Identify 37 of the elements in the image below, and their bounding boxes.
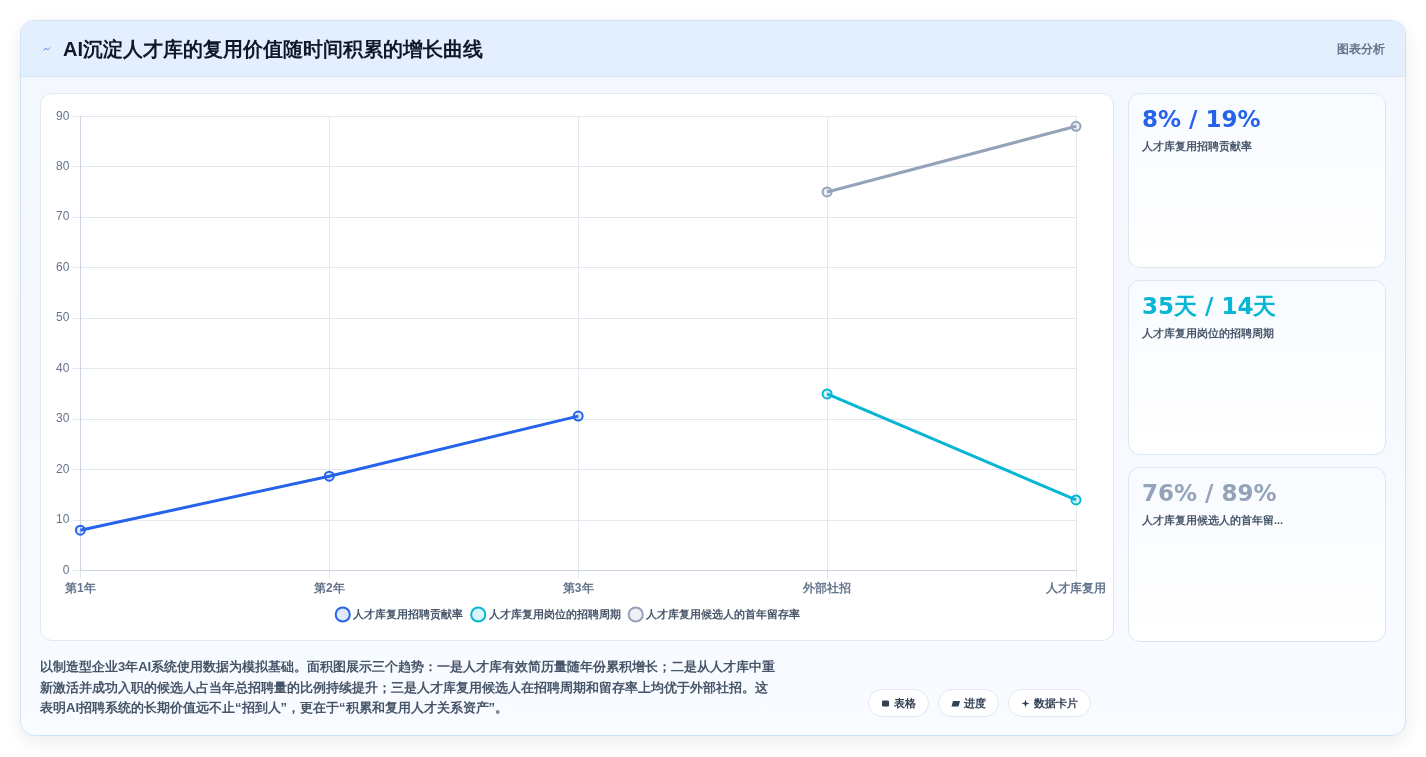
point [821,388,833,400]
y-tick-label: 70 [55,209,70,224]
text: 进度 [964,695,986,711]
y-tick-label: 0 [62,562,70,577]
legend-label: 人才库复用岗位的招聘周期 [487,607,621,621]
point [1070,494,1082,506]
x-tick-label: 第1年 [64,581,96,596]
text: 以制造型企业3年AI系统使用数据为模拟基础。面积图展示三个趋势：一是人才库有效简历量随年份累积增长；二是从人才库中重新激活并成功入职的候选人占当年总招聘量的比例持续提升；三是人才库复用候选人在招聘周期和留存率上均优于外部社招。这表明AI招聘系统的长期价值远不止“招到人”，更在于“积累和复用人才关系资产”。 [40,658,777,717]
point [74,524,86,536]
text: 人才库复用岗位的招聘周期 [1142,326,1274,340]
text: 人才库复用候选人的首年留... [1142,513,1284,527]
text: 35天 / 14天 [1142,292,1277,320]
legend-label: 人才库复用招聘贡献率 [352,607,464,621]
chart-title: AI沉淀人才库的复用价值随时间积累的增长曲线 [63,37,483,61]
point [572,410,584,422]
x-tick-label: 人才库复用 [1045,581,1106,596]
x-tick-label: 第3年 [561,581,594,596]
text: 图表分析 [1337,41,1385,57]
point [323,470,335,482]
text: 人才库复用招聘贡献率 [1142,139,1252,153]
text: 表格 [894,695,916,711]
y-tick-label: 80 [55,159,70,173]
y-tick-label: 50 [55,310,70,325]
x-tick-label: 外部社招 [802,581,852,596]
point [1070,120,1082,132]
text: 8% / 19% [1142,105,1261,133]
text: 76% / 89% [1142,479,1277,507]
y-tick-label: 10 [55,512,70,527]
y-tick-label: 20 [55,461,70,476]
x-tick-label: 第2年 [312,581,345,596]
y-tick-label: 40 [55,360,70,375]
point [821,186,833,198]
y-tick-label: 30 [55,411,70,426]
y-tick-label: 90 [55,108,70,123]
text: 数据卡片 [1034,695,1078,711]
y-tick-label: 60 [55,259,70,274]
legend-label: 人才库复用候选人的首年留存率 [645,607,801,621]
